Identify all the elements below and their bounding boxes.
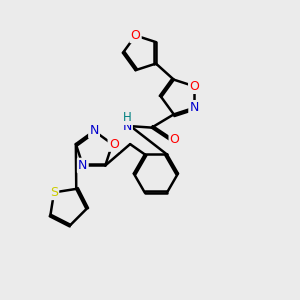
Text: O: O [109,138,119,151]
Text: H: H [123,111,131,124]
Text: O: O [170,133,180,146]
Text: N: N [78,159,88,172]
Text: N: N [190,101,199,114]
Text: N: N [122,120,132,133]
Text: S: S [50,186,58,199]
Text: O: O [130,29,140,42]
Text: O: O [189,80,199,93]
Text: N: N [89,124,99,137]
